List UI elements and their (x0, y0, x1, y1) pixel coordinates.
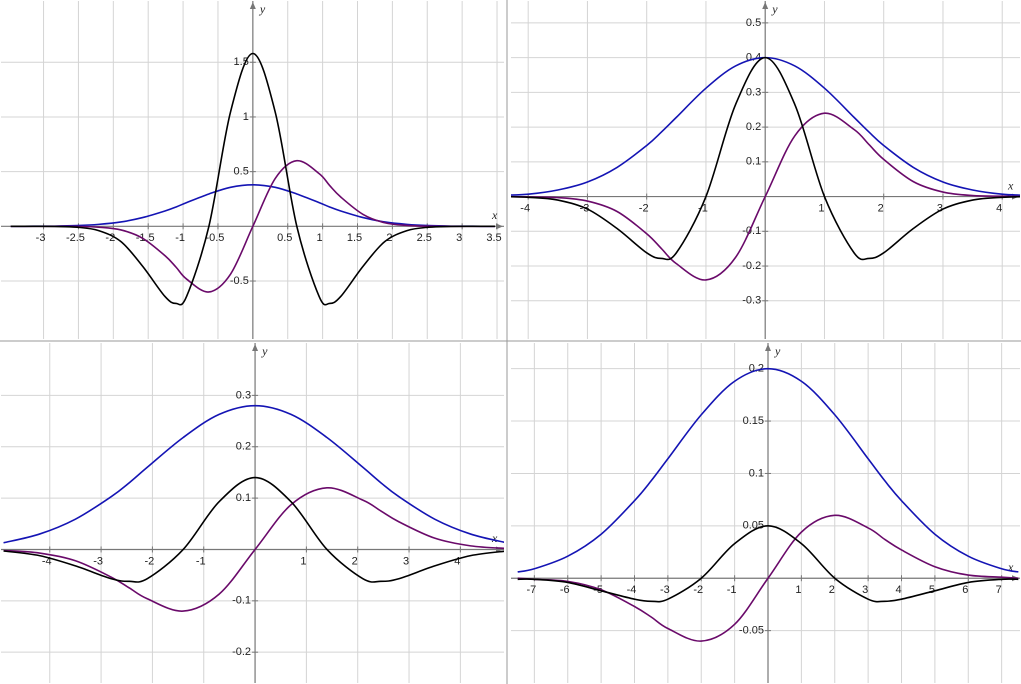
x-tick-label: 2 (352, 555, 358, 567)
y-tick-label: 0.5 (746, 17, 761, 29)
y-tick-label: 0.2 (236, 441, 251, 453)
x-tick-label: 3 (862, 584, 868, 596)
y-tick-label: 0.3 (236, 389, 251, 401)
x-axis-label: x (491, 531, 498, 545)
curve (517, 367, 1019, 573)
y-tick-label: 0.1 (236, 492, 251, 504)
x-tick-label: 5 (929, 584, 935, 596)
x-tick-label: 3 (937, 202, 943, 214)
x-tick-label: 4 (895, 584, 901, 596)
x-tick-label: 1 (317, 232, 323, 244)
curve (511, 56, 1020, 261)
x-axis-label: x (491, 208, 498, 222)
x-tick-label: -2.5 (66, 232, 85, 244)
panel: xy-3 -2.5 -2 -1.5 -1 -0.5 0.5 1 1.5 2 2.5 3 3.5-0.50… (1, 1, 504, 339)
y-tick-label: 0.3 (746, 86, 761, 98)
x-tick-label: -4 (520, 202, 530, 214)
y-tick-label: -0.2 (742, 260, 761, 272)
plot-area (517, 367, 1019, 642)
curve (517, 514, 1019, 642)
plot-area (3, 404, 504, 612)
x-tick-label: 2.5 (417, 232, 432, 244)
axis-arrow (252, 344, 259, 351)
y-tick-label: -0.05 (739, 625, 764, 637)
x-tick-label: 1 (300, 555, 306, 567)
curve (3, 487, 504, 612)
x-tick-label: 4 (996, 202, 1002, 214)
x-axis-label: x (1007, 560, 1014, 574)
y-axis-label: y (259, 2, 266, 16)
curve (10, 52, 495, 306)
x-tick-label: 2 (829, 584, 835, 596)
y-tick-label: 0.15 (743, 415, 764, 427)
x-tick-label: -1 (196, 555, 206, 567)
y-tick-label: 0.5 (234, 166, 249, 178)
curve (10, 159, 495, 293)
y-tick-label: 1.5 (234, 56, 249, 68)
axis-arrow (496, 223, 503, 230)
panel: x y -4 -3 -2 -1 1 2 3 4 -0.2 -0.1 0.1 0.2 0.3 (1, 343, 504, 683)
curve (3, 404, 504, 544)
x-tick-label: 7 (996, 584, 1002, 596)
x-axis-label: x (1007, 178, 1014, 192)
y-tick-label: -0.1 (232, 595, 251, 607)
y-tick-label: 0.2 (746, 121, 761, 133)
x-tick-label: -1 (698, 202, 708, 214)
x-tick-label: 4 (454, 555, 460, 567)
x-tick-label: 3 (456, 232, 462, 244)
x-tick-label: 3 (403, 555, 409, 567)
y-tick-label: -0.5 (230, 275, 249, 287)
y-tick-label: 0.1 (749, 467, 764, 479)
x-tick-label: -4 (42, 555, 52, 567)
x-tick-label: -2 (639, 202, 649, 214)
y-tick-label: -0.2 (232, 646, 251, 658)
x-tick-label: -0.5 (205, 232, 224, 244)
x-tick-label: -3 (36, 232, 46, 244)
x-tick-label: -1 (727, 584, 737, 596)
y-tick-label: 0.05 (743, 520, 764, 532)
y-axis-label: y (261, 344, 268, 358)
panel: xy-4 -3 -2 -1 1 2 3 4-0.3-0.2-0.10.10.20.30.40.… (511, 1, 1020, 339)
y-tick-label: 1 (243, 111, 249, 123)
x-tick-label: 1.5 (347, 232, 362, 244)
x-tick-label: -1.5 (136, 232, 155, 244)
x-tick-label: -2 (105, 232, 115, 244)
x-tick-label: 1 (818, 202, 824, 214)
y-tick-label: -0.1 (742, 225, 761, 237)
y-tick-label: -0.3 (742, 295, 761, 307)
axis-arrow (762, 2, 769, 9)
x-tick-label: 2 (878, 202, 884, 214)
x-tick-label: -3 (93, 555, 103, 567)
x-tick-label: -1 (175, 232, 185, 244)
y-axis-label: y (771, 2, 778, 16)
x-tick-label: -6 (560, 584, 570, 596)
axis-arrow (765, 344, 772, 351)
curve (517, 525, 1019, 603)
y-axis-label: y (774, 344, 781, 358)
x-tick-label: -7 (526, 584, 536, 596)
axis-arrow (249, 2, 256, 9)
x-tick-label: -2 (145, 555, 155, 567)
x-tick-label: -2 (693, 584, 703, 596)
curve (511, 112, 1020, 281)
curve (10, 183, 495, 228)
plot-area (10, 52, 495, 306)
y-tick-label: 0.1 (746, 156, 761, 168)
x-tick-label: 6 (962, 584, 968, 596)
x-tick-label: -3 (660, 584, 670, 596)
x-tick-label: 0.5 (277, 232, 292, 244)
curve (3, 476, 504, 583)
x-tick-label: -4 (627, 584, 637, 596)
x-tick-label: 1 (795, 584, 801, 596)
panel: xy-7 -6 -5 -4 -3 -2 -1 1 2 3 4 5 6 7-0.050.050.10.150… (511, 343, 1020, 683)
x-tick-label: 3.5 (486, 232, 501, 244)
plot-area (511, 56, 1020, 281)
